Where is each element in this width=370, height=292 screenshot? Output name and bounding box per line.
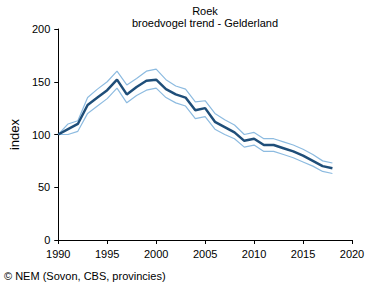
svg-text:200: 200 <box>32 23 50 35</box>
svg-text:index: index <box>7 118 22 150</box>
svg-text:broedvogel trend - Gelderland: broedvogel trend - Gelderland <box>132 17 278 29</box>
svg-text:2005: 2005 <box>193 248 217 260</box>
svg-text:© NEM (Sovon, CBS, provincies): © NEM (Sovon, CBS, provincies) <box>4 270 166 282</box>
svg-text:50: 50 <box>38 181 50 193</box>
svg-text:2020: 2020 <box>340 248 364 260</box>
svg-text:2000: 2000 <box>144 248 168 260</box>
svg-text:100: 100 <box>32 129 50 141</box>
svg-text:2015: 2015 <box>291 248 315 260</box>
svg-text:1990: 1990 <box>46 248 70 260</box>
svg-text:0: 0 <box>44 234 50 246</box>
svg-text:1995: 1995 <box>95 248 119 260</box>
svg-text:Roek: Roek <box>192 5 218 17</box>
svg-text:150: 150 <box>32 76 50 88</box>
svg-text:2010: 2010 <box>242 248 266 260</box>
